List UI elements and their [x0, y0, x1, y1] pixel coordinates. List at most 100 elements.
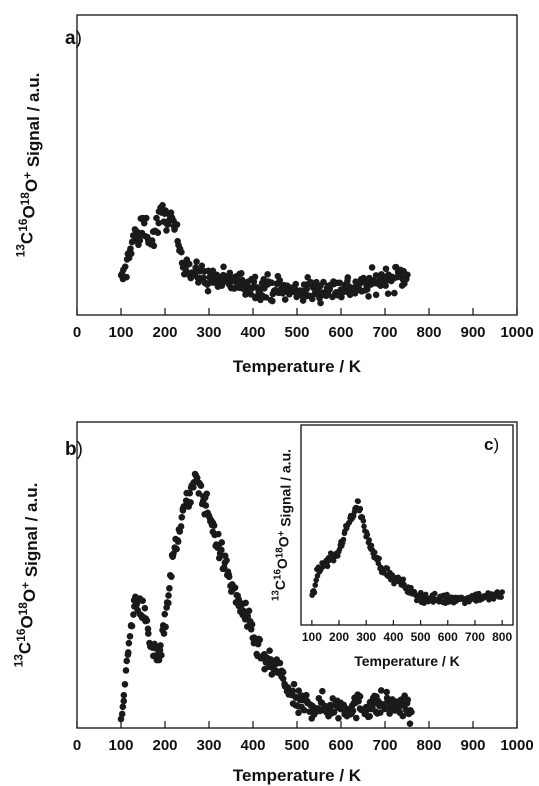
- data-point: [355, 498, 361, 505]
- data-point: [247, 626, 255, 633]
- data-point: [382, 265, 390, 273]
- y-axis-title-part: O: [20, 205, 39, 218]
- y-axis-title-part: C: [15, 642, 34, 654]
- x-tick-label-b-200: 200: [152, 737, 177, 754]
- data-point: [223, 557, 230, 564]
- data-point: [185, 260, 193, 268]
- panel-label-letter: a: [65, 28, 76, 49]
- data-point: [165, 599, 172, 607]
- data-point: [167, 209, 175, 216]
- data-point: [124, 649, 132, 656]
- data-point: [372, 291, 380, 299]
- data-point: [204, 287, 212, 295]
- data-point: [363, 285, 371, 293]
- data-point: [195, 490, 203, 497]
- x-tick-label-b-500: 500: [284, 737, 309, 754]
- y-axis-title-part: Signal / a.u.: [22, 483, 41, 582]
- data-point: [352, 714, 360, 722]
- y-axis-title-part: C: [272, 580, 288, 590]
- y-axis-title-part: 18: [274, 547, 285, 558]
- data-point: [143, 617, 151, 624]
- data-point: [120, 691, 128, 699]
- data-point: [155, 219, 163, 227]
- data-point: [290, 680, 298, 688]
- data-point: [157, 642, 164, 649]
- x-tick-label-a-100: 100: [108, 324, 133, 341]
- y-axis-title-part: C: [17, 232, 36, 244]
- x-axis-title-a: Temperature / K: [233, 357, 362, 376]
- data-point: [340, 536, 347, 543]
- data-point: [202, 502, 210, 509]
- data-point: [187, 499, 194, 506]
- data-point: [122, 667, 130, 674]
- data-point: [144, 625, 152, 633]
- data-point: [162, 207, 169, 214]
- y-axis-title-b: 13C16O18O+ Signal / a.u.: [12, 483, 42, 668]
- data-point: [400, 576, 407, 583]
- x-tick-label-b-0: 0: [73, 737, 81, 754]
- x-tick-label-b-400: 400: [240, 737, 265, 754]
- data-point: [399, 712, 407, 720]
- data-point: [118, 710, 126, 718]
- data-point: [226, 269, 234, 277]
- data-point: [317, 299, 324, 307]
- data-point: [145, 630, 152, 637]
- data-point: [123, 657, 131, 665]
- data-point: [247, 291, 255, 298]
- x-tick-label-b-1000: 1000: [500, 737, 533, 754]
- data-point: [365, 293, 372, 300]
- data-point: [251, 273, 259, 281]
- x-tick-label-c-100: 100: [302, 630, 322, 644]
- data-point: [335, 714, 342, 722]
- data-point: [207, 272, 214, 280]
- x-tick-label-b-300: 300: [196, 737, 221, 754]
- y-axis-title-part: O: [22, 179, 41, 192]
- x-tick-label-c-800: 800: [492, 630, 512, 644]
- data-point: [368, 264, 376, 271]
- data-point: [311, 589, 318, 596]
- x-tick-label-b-100: 100: [108, 737, 133, 754]
- data-point: [376, 709, 384, 716]
- panel-label-paren: ): [77, 439, 83, 460]
- y-axis-title-part: 13: [14, 244, 28, 258]
- y-axis-title-part: Signal / a.u.: [278, 449, 294, 531]
- data-point: [324, 563, 331, 570]
- x-tick-label-b-900: 900: [460, 737, 485, 754]
- x-tick-label-a-800: 800: [416, 324, 441, 341]
- data-point: [313, 577, 320, 583]
- data-point: [360, 518, 367, 524]
- data-point: [210, 522, 218, 529]
- data-point: [377, 687, 385, 694]
- data-point: [130, 611, 137, 618]
- data-point: [361, 523, 367, 530]
- panel-label-c: c): [484, 435, 499, 454]
- x-axis-title-b: Temperature / K: [233, 766, 362, 785]
- data-point: [499, 589, 506, 595]
- data-point: [173, 545, 180, 553]
- data-point: [279, 675, 287, 683]
- data-point: [256, 636, 264, 644]
- data-point: [384, 565, 391, 572]
- data-point: [268, 279, 275, 287]
- x-tick-label-a-900: 900: [460, 324, 485, 341]
- y-axis-title-part: +: [19, 582, 33, 589]
- data-point: [148, 237, 156, 244]
- data-point: [406, 720, 414, 727]
- panel-label-paren: ): [76, 28, 82, 49]
- data-point: [266, 647, 273, 654]
- data-point: [376, 555, 382, 562]
- data-point: [128, 622, 136, 630]
- y-axis-title-a: 13C16O18O+ Signal / a.u.: [14, 73, 44, 258]
- data-point: [264, 271, 271, 278]
- data-point: [304, 274, 312, 281]
- data-point: [165, 592, 172, 599]
- data-point: [174, 538, 182, 545]
- panel-label-b: b): [65, 439, 83, 460]
- data-point: [357, 505, 364, 512]
- data-point: [356, 693, 364, 700]
- x-tick-label-a-700: 700: [372, 324, 397, 341]
- data-point: [198, 262, 206, 270]
- data-point: [372, 272, 380, 279]
- data-point: [190, 484, 197, 491]
